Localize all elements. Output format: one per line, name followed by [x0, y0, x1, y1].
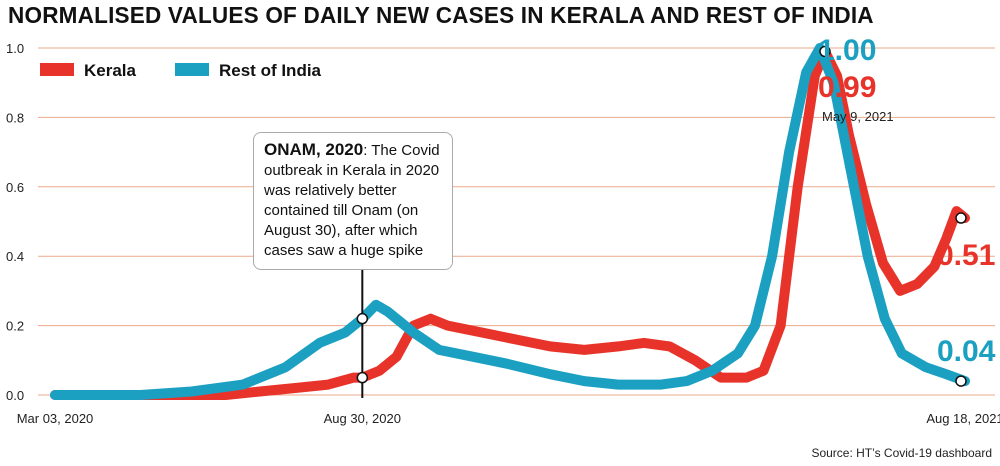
- onam-annotation-text: : The Covid outbreak in Kerala in 2020 w…: [264, 142, 440, 259]
- peak-date-label: May 9, 2021: [822, 109, 894, 124]
- value-labels: 1.00 0.99 May 9, 2021 0.51 0.04: [818, 34, 996, 368]
- onam-kerala-dot: [356, 371, 369, 384]
- x-tick-label: Mar 03, 2020: [17, 411, 94, 426]
- rest-peak-label: 1.00: [818, 34, 876, 67]
- onam-annotation-title: ONAM, 2020: [264, 140, 364, 159]
- x-tick-label: Aug 30, 2020: [324, 411, 401, 426]
- y-tick-label: 0.2: [6, 319, 24, 334]
- x-axis-ticks: Mar 03, 2020 Aug 30, 2020 Aug 18, 2021: [17, 411, 1000, 426]
- peak-dot: [819, 45, 831, 58]
- y-tick-label: 0.8: [6, 110, 24, 125]
- rest-end-dot: [955, 375, 967, 387]
- legend: Kerala Rest of India: [40, 61, 322, 80]
- kerala-end-dot: [955, 212, 967, 224]
- onam-rest-dot: [356, 312, 369, 325]
- kerala-end-label: 0.51: [937, 239, 995, 272]
- y-tick-label: 0.0: [6, 388, 24, 403]
- chart-title: NORMALISED VALUES OF DAILY NEW CASES IN …: [8, 2, 874, 28]
- onam-annotation-box: ONAM, 2020: The Covid outbreak in Kerala…: [253, 132, 453, 270]
- y-tick-label: 0.6: [6, 180, 24, 195]
- legend-swatch-kerala: [40, 63, 74, 76]
- x-tick-label: Aug 18, 2021: [926, 411, 1000, 426]
- y-tick-label: 1.0: [6, 41, 24, 56]
- legend-swatch-rest-of-india: [175, 63, 209, 76]
- y-tick-label: 0.4: [6, 249, 24, 264]
- source-note: Source: HT’s Covid-19 dashboard: [811, 446, 992, 460]
- rest-end-label: 0.04: [937, 335, 996, 368]
- y-axis-ticks: 0.0 0.2 0.4 0.6 0.8 1.0: [6, 41, 24, 403]
- legend-label-kerala: Kerala: [84, 61, 137, 80]
- annotation-marks: [356, 45, 967, 398]
- kerala-peak-label: 0.99: [818, 71, 876, 104]
- series-line-rest-of-india: [50, 43, 970, 400]
- legend-label-rest-of-india: Rest of India: [219, 61, 322, 80]
